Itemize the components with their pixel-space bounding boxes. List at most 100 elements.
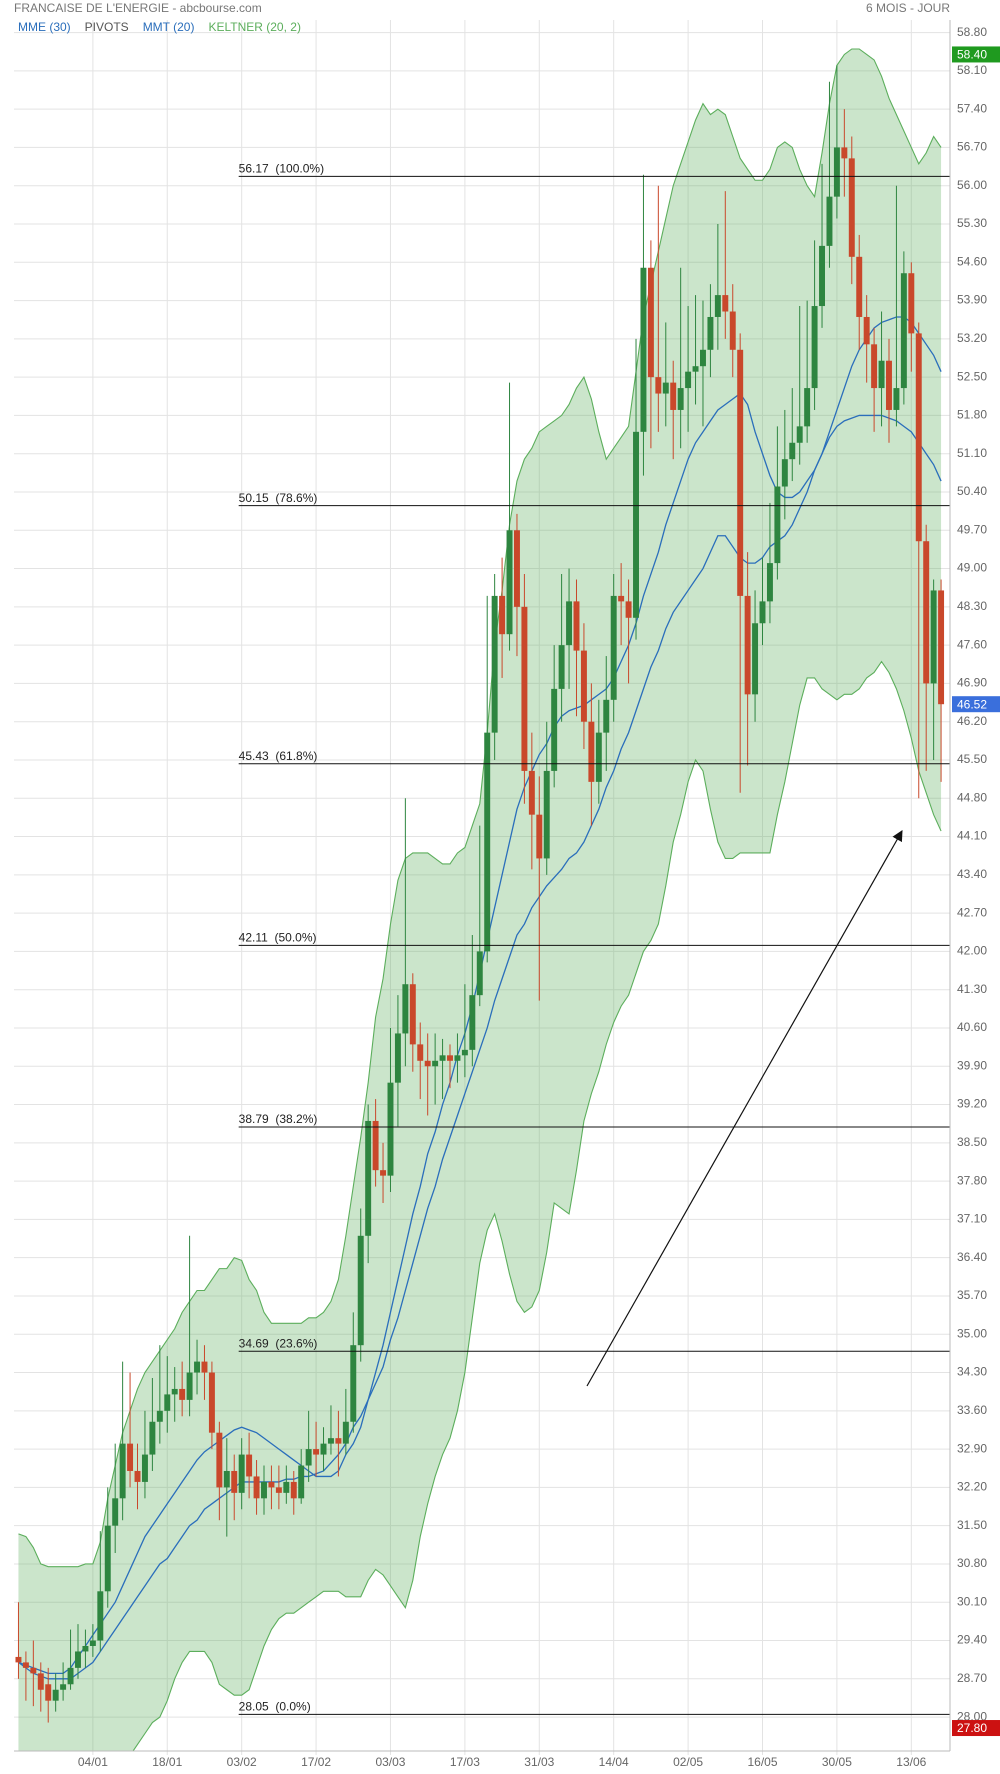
candle-body [164, 1394, 171, 1411]
candle-body [655, 377, 662, 394]
candle-body [670, 382, 677, 410]
candle-body [387, 1082, 394, 1176]
candle-body [246, 1454, 253, 1477]
y-tick-label: 45.50 [957, 752, 987, 766]
y-tick-label: 56.00 [957, 178, 987, 192]
candle-body [223, 1470, 230, 1488]
candle-body [499, 595, 506, 635]
candle-body [45, 1684, 52, 1701]
y-tick-label: 48.30 [957, 599, 987, 613]
x-tick-label: 16/05 [747, 1755, 777, 1769]
candle-body [75, 1651, 81, 1668]
candle-body [283, 1481, 290, 1493]
candle-body [796, 426, 803, 443]
y-tick-label: 58.10 [957, 63, 987, 77]
candle-body [930, 590, 937, 684]
candle-body [729, 311, 736, 350]
price-badge-label: 46.52 [957, 697, 987, 711]
y-tick-label: 32.90 [957, 1441, 987, 1455]
candle-body [342, 1421, 349, 1444]
candle-body [841, 147, 848, 159]
candle-body [752, 623, 759, 695]
candle-body [149, 1421, 156, 1455]
candle-body [491, 595, 498, 733]
candle-body [484, 732, 491, 952]
candle-body [685, 371, 692, 389]
candle-body [915, 333, 922, 542]
y-tick-label: 54.60 [957, 254, 987, 268]
candle-body [871, 344, 878, 389]
grid-layer [14, 20, 950, 1755]
candle-body [640, 267, 647, 432]
chart-title: FRANCAISE DE L'ENERGIE - abcbourse.com [14, 1, 262, 15]
candle-body [186, 1372, 193, 1400]
x-tick-label: 04/01 [78, 1755, 108, 1769]
y-tick-label: 30.80 [957, 1556, 987, 1570]
legend: MME (30) PIVOTS MMT (20) KELTNER (20, 2) [18, 20, 301, 34]
candle-body [759, 601, 766, 624]
candle-body [469, 995, 476, 1050]
y-tick-label: 37.10 [957, 1212, 987, 1226]
candle-body [179, 1388, 186, 1400]
candle-body [432, 1060, 439, 1067]
y-tick-label: 53.90 [957, 293, 987, 307]
candle-body [707, 316, 714, 350]
candle-body [811, 306, 818, 389]
y-tick-label: 39.20 [957, 1097, 987, 1111]
axis-layer: 28.00 28.70 29.40 30.10 30.80 31.50 32.20 32.90… [14, 20, 1000, 1769]
y-tick-label: 35.00 [957, 1326, 987, 1340]
candle-body [603, 699, 610, 733]
candle-body [156, 1410, 163, 1422]
candle-body [424, 1060, 431, 1067]
candle-body [67, 1667, 74, 1685]
candle-body [454, 1055, 461, 1061]
candle-body [238, 1454, 245, 1493]
candle-body [513, 530, 520, 607]
price-badge [952, 46, 1000, 63]
candle-body [104, 1525, 111, 1592]
price-badge [952, 696, 1000, 713]
y-tick-label: 51.10 [957, 446, 987, 460]
candle-body [335, 1438, 342, 1444]
y-tick-label: 53.20 [957, 331, 987, 345]
candle-body [588, 721, 595, 782]
candle-body [22, 1662, 29, 1668]
candle-body [573, 601, 580, 651]
candle-body [774, 486, 781, 564]
candle-body [558, 645, 565, 689]
candle-body [30, 1667, 37, 1674]
x-tick-label: 30/05 [822, 1755, 852, 1769]
candle-body [298, 1465, 305, 1499]
candle-body [677, 388, 684, 410]
y-tick-label: 37.80 [957, 1173, 987, 1187]
candle-body [327, 1438, 334, 1444]
candle-body [781, 459, 788, 487]
y-tick-label: 44.10 [957, 829, 987, 843]
candle-body [372, 1120, 379, 1171]
y-tick-label: 30.10 [957, 1594, 987, 1608]
candle-body [893, 388, 900, 410]
y-tick-label: 46.90 [957, 676, 987, 690]
candle-body [566, 601, 573, 646]
candle-body [833, 147, 840, 197]
y-tick-label: 34.30 [957, 1365, 987, 1379]
candle-body [536, 814, 543, 859]
legend-entry: MME (30) [18, 20, 71, 34]
y-tick-label: 32.20 [957, 1480, 987, 1494]
candle-body [461, 1049, 468, 1056]
y-tick-label: 42.70 [957, 905, 987, 919]
candle-body [938, 590, 945, 705]
candle-body [357, 1235, 364, 1346]
y-tick-label: 28.70 [957, 1671, 987, 1685]
y-tick-label: 49.00 [957, 561, 987, 575]
fib-level-label: 42.11 (50.0%) [239, 931, 317, 945]
y-tick-label: 31.50 [957, 1518, 987, 1532]
trend-arrow [586, 830, 903, 1387]
chart-subtitle: 6 MOIS - JOUR [866, 1, 950, 15]
candle-body [439, 1055, 446, 1061]
keltner-upper [18, 48, 942, 1568]
candle-body [633, 431, 639, 618]
fib-level-label: 34.69 (23.6%) [239, 1336, 318, 1350]
candle-body [647, 267, 654, 378]
x-tick-label: 02/05 [673, 1755, 703, 1769]
